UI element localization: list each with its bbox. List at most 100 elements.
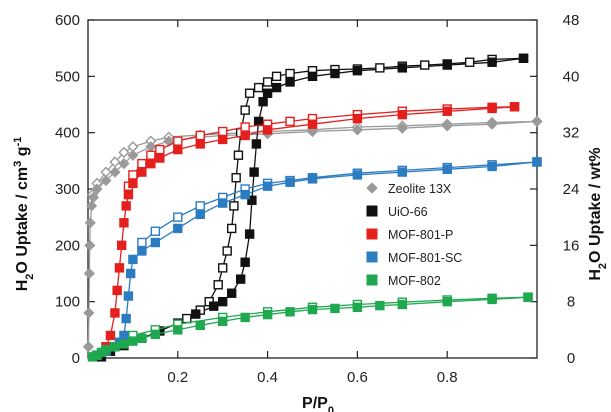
mof-801-p-adsorption-point	[155, 153, 165, 163]
uio-66-adsorption-point	[442, 60, 452, 70]
axes: 0.2 0.4 0.6 0.8 0 100 200 300 400 500 600 0 8 16 24 32 4…	[55, 12, 579, 386]
x-tick-label: 0.2	[167, 369, 188, 386]
uio-66-adsorption-point	[307, 71, 318, 82]
uio-66-adsorption-point	[253, 116, 264, 127]
zeolite-13x-adsorption-point	[82, 341, 95, 353]
x-tick-label: 0.6	[347, 369, 368, 386]
zeolite-13x-adsorption-point	[86, 200, 98, 212]
mof-801-sc-adsorption-point	[125, 268, 136, 279]
mof-801-p-adsorption-point	[116, 240, 127, 251]
mof-801-p-desorption-point	[137, 158, 147, 169]
y-tick-left-label: 600	[55, 12, 80, 29]
mof-801-p-adsorption-point	[195, 139, 205, 149]
uio-66-adsorption-point	[226, 288, 237, 298]
mof-801-p-adsorption-point	[123, 189, 134, 200]
uio-66-desorption-point	[271, 71, 282, 82]
mof-801-sc-adsorption-point	[487, 161, 497, 172]
mof-801-p-desorption-line	[127, 106, 515, 187]
uio-66-desorption-point	[226, 223, 237, 234]
y-tick-left-label: 0	[72, 350, 80, 367]
mof-802-adsorption-point	[173, 325, 183, 335]
y-tick-left-label: 500	[55, 68, 80, 85]
uio-66-desorption-point	[375, 63, 385, 73]
mof-801-p-adsorption-point	[352, 113, 363, 124]
x-axis-label: P/P0	[302, 395, 334, 412]
y-tick-left-label: 200	[55, 237, 80, 254]
mof-801-sc-adsorption-point	[442, 164, 452, 174]
mof-802-adsorption-point	[195, 320, 205, 331]
zeolite-13x-adsorption-point	[83, 267, 95, 280]
mof-802-adsorption-point	[128, 336, 138, 346]
uio-66-adsorption-point	[518, 53, 529, 64]
axis-label-part: O Uptake / cm	[14, 167, 31, 274]
uio-66-adsorption-point	[285, 77, 295, 87]
zeolite-13x-adsorption-point	[100, 174, 112, 187]
zeolite-13x-adsorption-point	[91, 183, 103, 195]
uio-66-desorption-point	[231, 173, 241, 183]
uio-66-adsorption-point	[262, 88, 273, 98]
mof-802-adsorption-point	[375, 300, 385, 311]
mof-802-adsorption-point	[240, 312, 250, 323]
mof-801-sc-adsorption-point	[119, 330, 129, 341]
zeolite-13x-adsorption-point	[127, 149, 139, 161]
legend-marker-mof-802	[366, 274, 378, 286]
y-tick-left-label: 400	[55, 125, 80, 142]
y-tick-right-label: 48	[563, 12, 580, 29]
mof-801-sc-adsorption-point	[240, 189, 250, 200]
mof-802-adsorption-point	[150, 329, 161, 340]
mof-801-p-adsorption-point	[128, 178, 138, 189]
mof-801-p-adsorption-point	[442, 106, 452, 116]
x-tick-label: 0.8	[437, 369, 458, 386]
zeolite-13x-adsorption-point	[109, 166, 121, 178]
uio-66-adsorption-point	[352, 65, 363, 76]
zeolite-13x-adsorption-point	[84, 217, 96, 229]
uio-66-desorption-point	[253, 82, 264, 93]
zeolite-13x-adsorption-point	[87, 191, 99, 204]
uio-66-desorption-point	[262, 77, 273, 87]
x-tick-label: 0.4	[257, 369, 278, 386]
mof-801-p-adsorption-point	[173, 144, 183, 155]
mof-801-p-adsorption-point	[119, 218, 129, 228]
mof-802-adsorption-point	[352, 302, 363, 312]
mof-801-sc-adsorption-point	[121, 313, 131, 324]
uio-66-desorption-point	[233, 150, 244, 160]
uio-66-adsorption-point	[247, 195, 257, 205]
uio-66-desorption-point	[222, 246, 232, 256]
zeolite-13x-adsorption-point	[441, 120, 453, 132]
mof-801-sc-adsorption-point	[173, 223, 183, 234]
uio-66-adsorption-point	[191, 309, 201, 319]
legend-marker-zeolite-13x	[366, 182, 378, 194]
mof-801-p-adsorption-point	[509, 102, 520, 112]
uio-66-adsorption-point	[240, 257, 250, 267]
legend: Zeolite 13X UiO-66 MOF-801-P MOF-801-SC MOF-…	[366, 182, 462, 288]
uio-66-adsorption-point	[487, 57, 497, 67]
mof-802-adsorption-point	[262, 309, 273, 320]
mof-802-adsorption-point	[110, 342, 120, 352]
legend-marker-mof-801-p	[366, 228, 378, 240]
mof-801-p-desorption-point	[173, 136, 183, 146]
series-uio-66	[96, 53, 529, 362]
zeolite-13x-adsorption-point	[531, 115, 543, 127]
y-tick-right-label: 32	[563, 125, 580, 142]
mof-801-sc-adsorption-point	[195, 209, 205, 220]
uio-66-adsorption-point	[258, 96, 268, 107]
mof-801-p-adsorption-point	[240, 130, 250, 141]
series-mof-801-p	[92, 102, 520, 360]
mof-801-sc-adsorption-point	[397, 167, 407, 177]
y-tick-left-label: 100	[55, 294, 80, 311]
mof-801-p-adsorption-point	[105, 330, 116, 341]
mof-802-adsorption-point	[119, 339, 129, 349]
zeolite-13x-desorption-point	[118, 146, 130, 158]
mof-801-sc-desorption-point	[150, 226, 161, 236]
uio-66-adsorption-point	[209, 301, 219, 311]
legend-label-mof-801-sc: MOF-801-SC	[388, 251, 462, 265]
uio-66-desorption-point	[182, 313, 192, 324]
y-tick-right-label: 0	[567, 350, 575, 367]
uio-66-adsorption-point	[235, 274, 246, 284]
mof-802-adsorption-point	[397, 299, 407, 310]
uio-66-desorption-point	[217, 263, 228, 273]
axis-label-part: -1	[12, 137, 24, 147]
mof-801-sc-desorption-point	[173, 212, 183, 222]
y-axis-right-label: H2O Uptake / wt%	[587, 147, 609, 280]
mof-801-sc-adsorption-point	[217, 198, 228, 208]
